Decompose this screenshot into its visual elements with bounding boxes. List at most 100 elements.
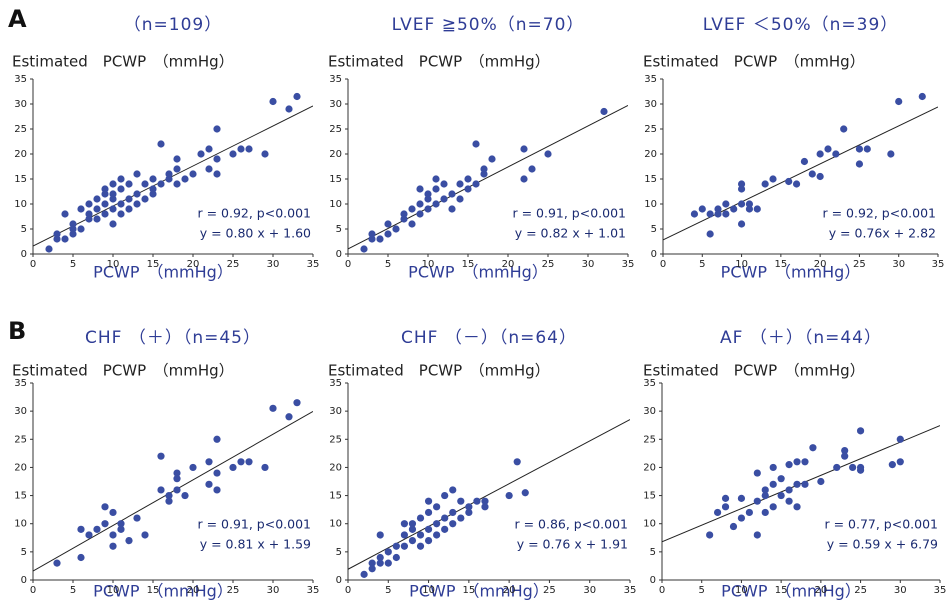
x-tick-label: 0 bbox=[30, 585, 36, 596]
point bbox=[205, 165, 213, 173]
point bbox=[793, 480, 801, 488]
point bbox=[205, 458, 213, 466]
x-tick-label: 5 bbox=[699, 585, 705, 596]
chart-title: LVEF ≧50%（n=70） bbox=[392, 15, 585, 35]
point bbox=[449, 520, 457, 528]
point bbox=[384, 230, 392, 238]
point bbox=[465, 503, 473, 511]
point bbox=[424, 508, 433, 517]
x-tick-label: 25 bbox=[853, 259, 866, 270]
point bbox=[817, 477, 825, 486]
annotation: r = 0.91, p<0.001 bbox=[197, 517, 311, 532]
point bbox=[440, 180, 448, 188]
point bbox=[600, 107, 608, 116]
point bbox=[714, 205, 722, 213]
point bbox=[801, 458, 809, 466]
point bbox=[109, 531, 117, 539]
point bbox=[384, 548, 392, 556]
point bbox=[690, 210, 699, 218]
point bbox=[432, 200, 440, 208]
y-tick-label: 0 bbox=[336, 575, 342, 586]
x-axis-label: PCWP （mmHg） bbox=[721, 582, 861, 601]
point bbox=[69, 225, 77, 233]
y-tick-label: 5 bbox=[650, 547, 656, 558]
y-tick-label: 5 bbox=[21, 547, 27, 558]
point bbox=[368, 559, 376, 567]
point bbox=[93, 525, 101, 533]
annotation: r = 0.86, p<0.001 bbox=[514, 517, 628, 532]
point bbox=[101, 210, 109, 218]
point bbox=[368, 565, 376, 573]
point bbox=[855, 145, 864, 153]
point bbox=[737, 180, 746, 188]
point bbox=[520, 145, 528, 153]
point bbox=[165, 175, 173, 183]
point bbox=[528, 165, 536, 173]
y-tick-label: 15 bbox=[644, 174, 657, 185]
point bbox=[730, 205, 738, 213]
y-tick-label: 15 bbox=[329, 491, 342, 502]
y-tick-label: 5 bbox=[336, 224, 342, 235]
chart-title: CHF （－）（n=64） bbox=[401, 328, 577, 348]
x-tick-label: 35 bbox=[624, 585, 637, 596]
y-tick-label: 35 bbox=[644, 74, 657, 85]
y-tick-label: 35 bbox=[14, 378, 27, 389]
point bbox=[61, 210, 69, 218]
point bbox=[816, 150, 824, 158]
point bbox=[360, 245, 368, 253]
point bbox=[706, 210, 714, 218]
point bbox=[888, 461, 896, 469]
x-tick-label: 35 bbox=[307, 585, 320, 596]
point bbox=[173, 180, 181, 188]
point bbox=[521, 489, 529, 497]
x-tick-label: 20 bbox=[187, 259, 200, 270]
scatter-panel: LVEF ＜50%（n=39） Estimated PCWP （mmHg） PCWP… bbox=[643, 15, 944, 282]
point bbox=[189, 463, 197, 472]
point bbox=[245, 458, 253, 466]
point bbox=[408, 220, 416, 228]
y-tick-label: 35 bbox=[14, 74, 27, 85]
point bbox=[93, 205, 101, 213]
y-tick-label: 15 bbox=[329, 174, 342, 185]
x-tick-label: 30 bbox=[894, 585, 907, 596]
point bbox=[481, 497, 489, 505]
y-tick-label: 30 bbox=[329, 99, 342, 110]
y-tick-label: 20 bbox=[14, 149, 27, 160]
point bbox=[424, 205, 432, 213]
point bbox=[457, 514, 465, 522]
point bbox=[785, 177, 793, 186]
point bbox=[737, 220, 746, 228]
point bbox=[832, 150, 840, 158]
x-tick-label: 20 bbox=[814, 259, 827, 270]
x-tick-label: 25 bbox=[542, 259, 555, 270]
x-tick-label: 10 bbox=[107, 585, 120, 596]
point bbox=[149, 190, 157, 198]
point bbox=[753, 205, 761, 213]
y-axis-label: Estimated PCWP （mmHg） bbox=[643, 362, 865, 380]
point bbox=[737, 494, 746, 502]
point bbox=[416, 185, 424, 193]
point bbox=[706, 531, 714, 539]
x-tick-label: 20 bbox=[503, 585, 516, 596]
chart-title: LVEF ＜50%（n=39） bbox=[703, 15, 899, 35]
point bbox=[45, 245, 53, 253]
point bbox=[761, 180, 769, 188]
point bbox=[792, 180, 801, 188]
point bbox=[473, 497, 481, 505]
point bbox=[157, 180, 165, 188]
point bbox=[785, 497, 793, 505]
point bbox=[761, 491, 769, 500]
x-axis-label: PCWP （mmHg） bbox=[721, 263, 861, 282]
fit-line bbox=[33, 105, 313, 247]
x-tick-label: 15 bbox=[147, 259, 160, 270]
point bbox=[141, 180, 149, 188]
y-tick-label: 5 bbox=[21, 224, 27, 235]
point bbox=[77, 553, 85, 562]
chart-title: CHF （＋）（n=45） bbox=[85, 328, 261, 348]
x-tick-label: 20 bbox=[187, 585, 200, 596]
x-axis-label: PCWP （mmHg） bbox=[93, 263, 233, 282]
point bbox=[769, 463, 777, 472]
y-axis-label: Estimated PCWP （mmHg） bbox=[328, 53, 550, 71]
y-tick-label: 15 bbox=[14, 174, 27, 185]
